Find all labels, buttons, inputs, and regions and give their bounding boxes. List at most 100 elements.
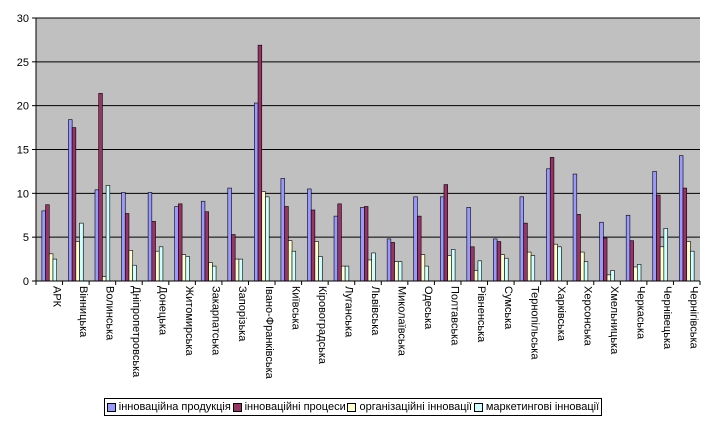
bar-1-11 xyxy=(307,188,312,282)
category-label: Хмельницька xyxy=(608,286,620,355)
category-label: Одеська xyxy=(422,286,434,330)
bar-3-14 xyxy=(394,261,399,282)
bar-2-6 xyxy=(178,203,183,282)
bar-1-12 xyxy=(333,215,339,282)
bar-1-21 xyxy=(572,173,578,282)
bar-2-5 xyxy=(151,221,156,282)
bar-1-24 xyxy=(652,171,657,282)
bar-1-9 xyxy=(254,102,259,282)
bar-2-1 xyxy=(45,204,50,282)
legend-label: маркетингові інновації xyxy=(485,401,600,413)
category-label: Рівненська xyxy=(475,286,487,343)
bar-3-7 xyxy=(208,262,213,282)
category-label: Миколаївська xyxy=(396,286,408,357)
legend-swatch xyxy=(347,402,357,412)
category-label: Львівська xyxy=(369,286,381,336)
bar-2-15 xyxy=(417,215,422,282)
category-label: Дніпропетровська xyxy=(130,286,142,378)
bar-3-23 xyxy=(633,266,638,282)
legend-swatch xyxy=(232,402,242,412)
category-label: Закарпатська xyxy=(210,286,222,356)
bar-3-8 xyxy=(234,258,240,282)
bar-1-2 xyxy=(68,119,73,282)
bar-chart: 0 5 10 15 20 25 30 АРК Вінницька Волинська Дніпро… xyxy=(17,13,701,380)
bar-4-21 xyxy=(583,261,589,282)
bar-1-23 xyxy=(625,214,631,282)
bar-3-1 xyxy=(48,253,54,282)
bar-3-13 xyxy=(367,259,373,282)
bar-group xyxy=(36,44,700,282)
category-label: Запорізька xyxy=(236,286,248,342)
category-label: Донецька xyxy=(157,286,169,336)
bar-1-17 xyxy=(466,207,471,282)
category-label: Івано-Франківська xyxy=(263,286,275,380)
bar-1-8 xyxy=(227,187,232,282)
bar-3-19 xyxy=(527,251,532,282)
bar-1-6 xyxy=(174,206,179,282)
bar-1-18 xyxy=(493,238,498,282)
bar-3-6 xyxy=(181,254,187,282)
bar-1-5 xyxy=(147,192,153,282)
bar-1-25 xyxy=(679,155,684,282)
bar-2-21 xyxy=(576,214,581,282)
bar-4-22 xyxy=(610,270,615,282)
bar-2-8 xyxy=(231,234,236,282)
legend-swatch xyxy=(106,402,116,412)
category-label: Сумська xyxy=(502,286,514,330)
category-label: Чернівецька xyxy=(661,286,673,350)
bar-3-3 xyxy=(102,276,107,282)
bar-4-19 xyxy=(530,255,536,282)
bar-4-10 xyxy=(291,250,297,282)
bar-2-24 xyxy=(656,194,661,282)
bar-1-10 xyxy=(280,178,285,282)
gridlines xyxy=(36,17,700,238)
bar-2-19 xyxy=(523,222,528,282)
category-label: Київська xyxy=(289,286,301,331)
legend-label: інноваційна продукція xyxy=(118,401,231,413)
bar-1-3 xyxy=(94,189,100,282)
bar-3-15 xyxy=(420,254,426,282)
category-label: Вінницька xyxy=(77,286,89,338)
bar-4-16 xyxy=(451,249,456,282)
bar-2-20 xyxy=(549,157,555,282)
category-label: Полтавська xyxy=(449,286,461,346)
y-tick-label: 20 xyxy=(17,101,29,113)
category-label: Чернігівська xyxy=(688,286,700,350)
legend-item: інноваційна продукція xyxy=(106,401,231,413)
bar-4-14 xyxy=(397,261,403,282)
bar-1-14 xyxy=(386,238,392,282)
legend-item: інноваційні процеси xyxy=(232,401,346,413)
y-axis: 0 5 10 15 20 25 30 xyxy=(17,13,37,288)
bar-3-22 xyxy=(606,274,612,282)
bar-4-25 xyxy=(690,250,695,282)
bar-4-2 xyxy=(79,222,84,282)
bar-3-20 xyxy=(553,243,558,282)
bar-3-21 xyxy=(580,251,585,282)
bar-2-17 xyxy=(470,246,475,282)
bar-4-7 xyxy=(212,265,217,282)
bar-4-18 xyxy=(504,257,509,282)
legend-item: маркетингові інновації xyxy=(473,401,600,413)
legend-swatch xyxy=(473,402,483,412)
bar-2-11 xyxy=(310,209,316,282)
bar-1-1 xyxy=(41,210,46,282)
bar-4-24 xyxy=(663,228,668,282)
x-axis: АРК Вінницька Волинська Дніпропетровська Дон… xyxy=(35,281,701,380)
bar-4-9 xyxy=(265,196,270,282)
bar-4-13 xyxy=(371,252,376,282)
bar-2-14 xyxy=(390,242,395,282)
bar-3-25 xyxy=(686,241,691,282)
category-label: Харківська xyxy=(555,286,567,342)
category-label: Кіровоградська xyxy=(316,286,328,365)
bar-1-15 xyxy=(413,196,418,282)
bar-4-11 xyxy=(318,256,323,282)
y-tick-label: 30 xyxy=(17,13,29,25)
legend-item: організаційні інновації xyxy=(347,401,472,413)
y-tick-label: 5 xyxy=(23,232,29,244)
category-label: Черкаська xyxy=(635,286,647,340)
bar-3-18 xyxy=(500,254,505,282)
bar-2-23 xyxy=(629,240,634,282)
bar-1-16 xyxy=(439,196,445,282)
bar-3-10 xyxy=(288,240,293,282)
bar-2-2 xyxy=(71,127,77,282)
